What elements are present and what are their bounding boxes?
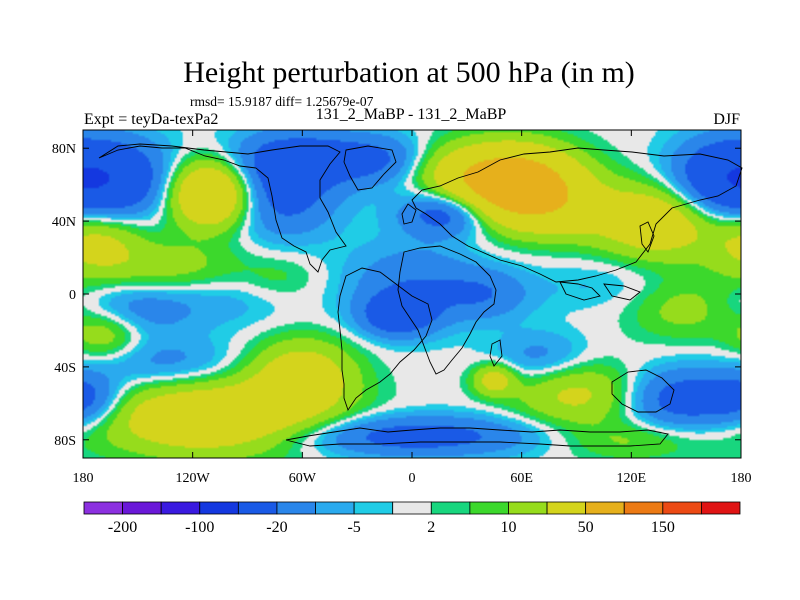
coastline-madagascar <box>489 339 503 367</box>
colorbar-segment <box>199 501 239 515</box>
y-tick-label: 80S <box>54 434 76 449</box>
colorbar-segment <box>585 501 625 515</box>
right-label: DJF <box>713 111 740 128</box>
height-field-shading <box>83 130 741 458</box>
colorbar-label: 2 <box>427 519 435 536</box>
colorbar-segment <box>701 501 741 515</box>
x-tick-label: 180 <box>73 471 94 486</box>
colorbar-segment <box>276 501 316 515</box>
colorbar-segment <box>469 501 509 515</box>
x-tick-label: 180 <box>731 471 752 486</box>
stats-line: rmsd= 15.9187 diff= 1.25679e-07 <box>190 94 374 109</box>
y-tick-label: 0 <box>69 288 76 303</box>
colorbar-segment <box>508 501 548 515</box>
coastline-maritime <box>559 281 641 301</box>
center-label: 131_2_MaBP - 131_2_MaBP <box>316 106 507 123</box>
x-axis-ticks: 180 120W 60W 0 60E 120E 180 <box>73 130 752 486</box>
colorbar-segment <box>315 501 355 515</box>
colorbar-segment <box>392 501 432 515</box>
coastline-south-america <box>337 267 433 412</box>
colorbar: -200 -100 -20 -5 2 10 50 150 <box>83 501 741 536</box>
coastline-north-america <box>98 143 347 273</box>
chart-title: Height perturbation at 500 hPa (in m) <box>183 56 635 89</box>
colorbar-segment <box>83 501 123 515</box>
colorbar-segment <box>430 501 471 515</box>
coastlines <box>98 143 743 447</box>
colorbar-label: 50 <box>578 519 594 536</box>
colorbar-segment <box>160 501 201 515</box>
y-tick-label: 40N <box>52 215 76 230</box>
colorbar-segment <box>662 501 702 515</box>
coastline-eurasia <box>411 147 743 283</box>
colorbar-label: 150 <box>651 519 675 536</box>
colorbar-label: 10 <box>500 519 516 536</box>
coastline-africa <box>397 245 497 375</box>
coastline-australia <box>611 369 675 413</box>
colorbar-label: -5 <box>347 519 360 536</box>
coastline-antarctica <box>285 427 669 447</box>
plot-area: 180 120W 60W 0 60E 120E 180 80N 40N 0 40S 80S <box>52 129 752 486</box>
left-label: Expt = teyDa-texPa2 <box>84 111 218 128</box>
coastline-uk <box>401 203 417 225</box>
colorbar-label: -20 <box>266 519 287 536</box>
colorbar-label: -200 <box>108 519 137 536</box>
y-tick-label: 80N <box>52 142 76 157</box>
colorbar-segment <box>353 501 394 515</box>
x-tick-label: 60E <box>510 471 533 486</box>
y-tick-label: 40S <box>54 361 76 376</box>
coastline-greenland <box>343 145 397 191</box>
x-tick-label: 120E <box>617 471 647 486</box>
colorbar-segment <box>623 501 664 515</box>
x-tick-label: 0 <box>409 471 416 486</box>
x-tick-label: 120W <box>176 471 211 486</box>
coastline-japan <box>639 221 655 253</box>
colorbar-segment <box>122 501 162 515</box>
y-axis-ticks: 80N 40N 0 40S 80S <box>52 142 741 449</box>
colorbar-segment <box>237 501 278 515</box>
colorbar-label: -100 <box>185 519 214 536</box>
x-tick-label: 60W <box>289 471 317 486</box>
colorbar-segment <box>546 501 587 515</box>
